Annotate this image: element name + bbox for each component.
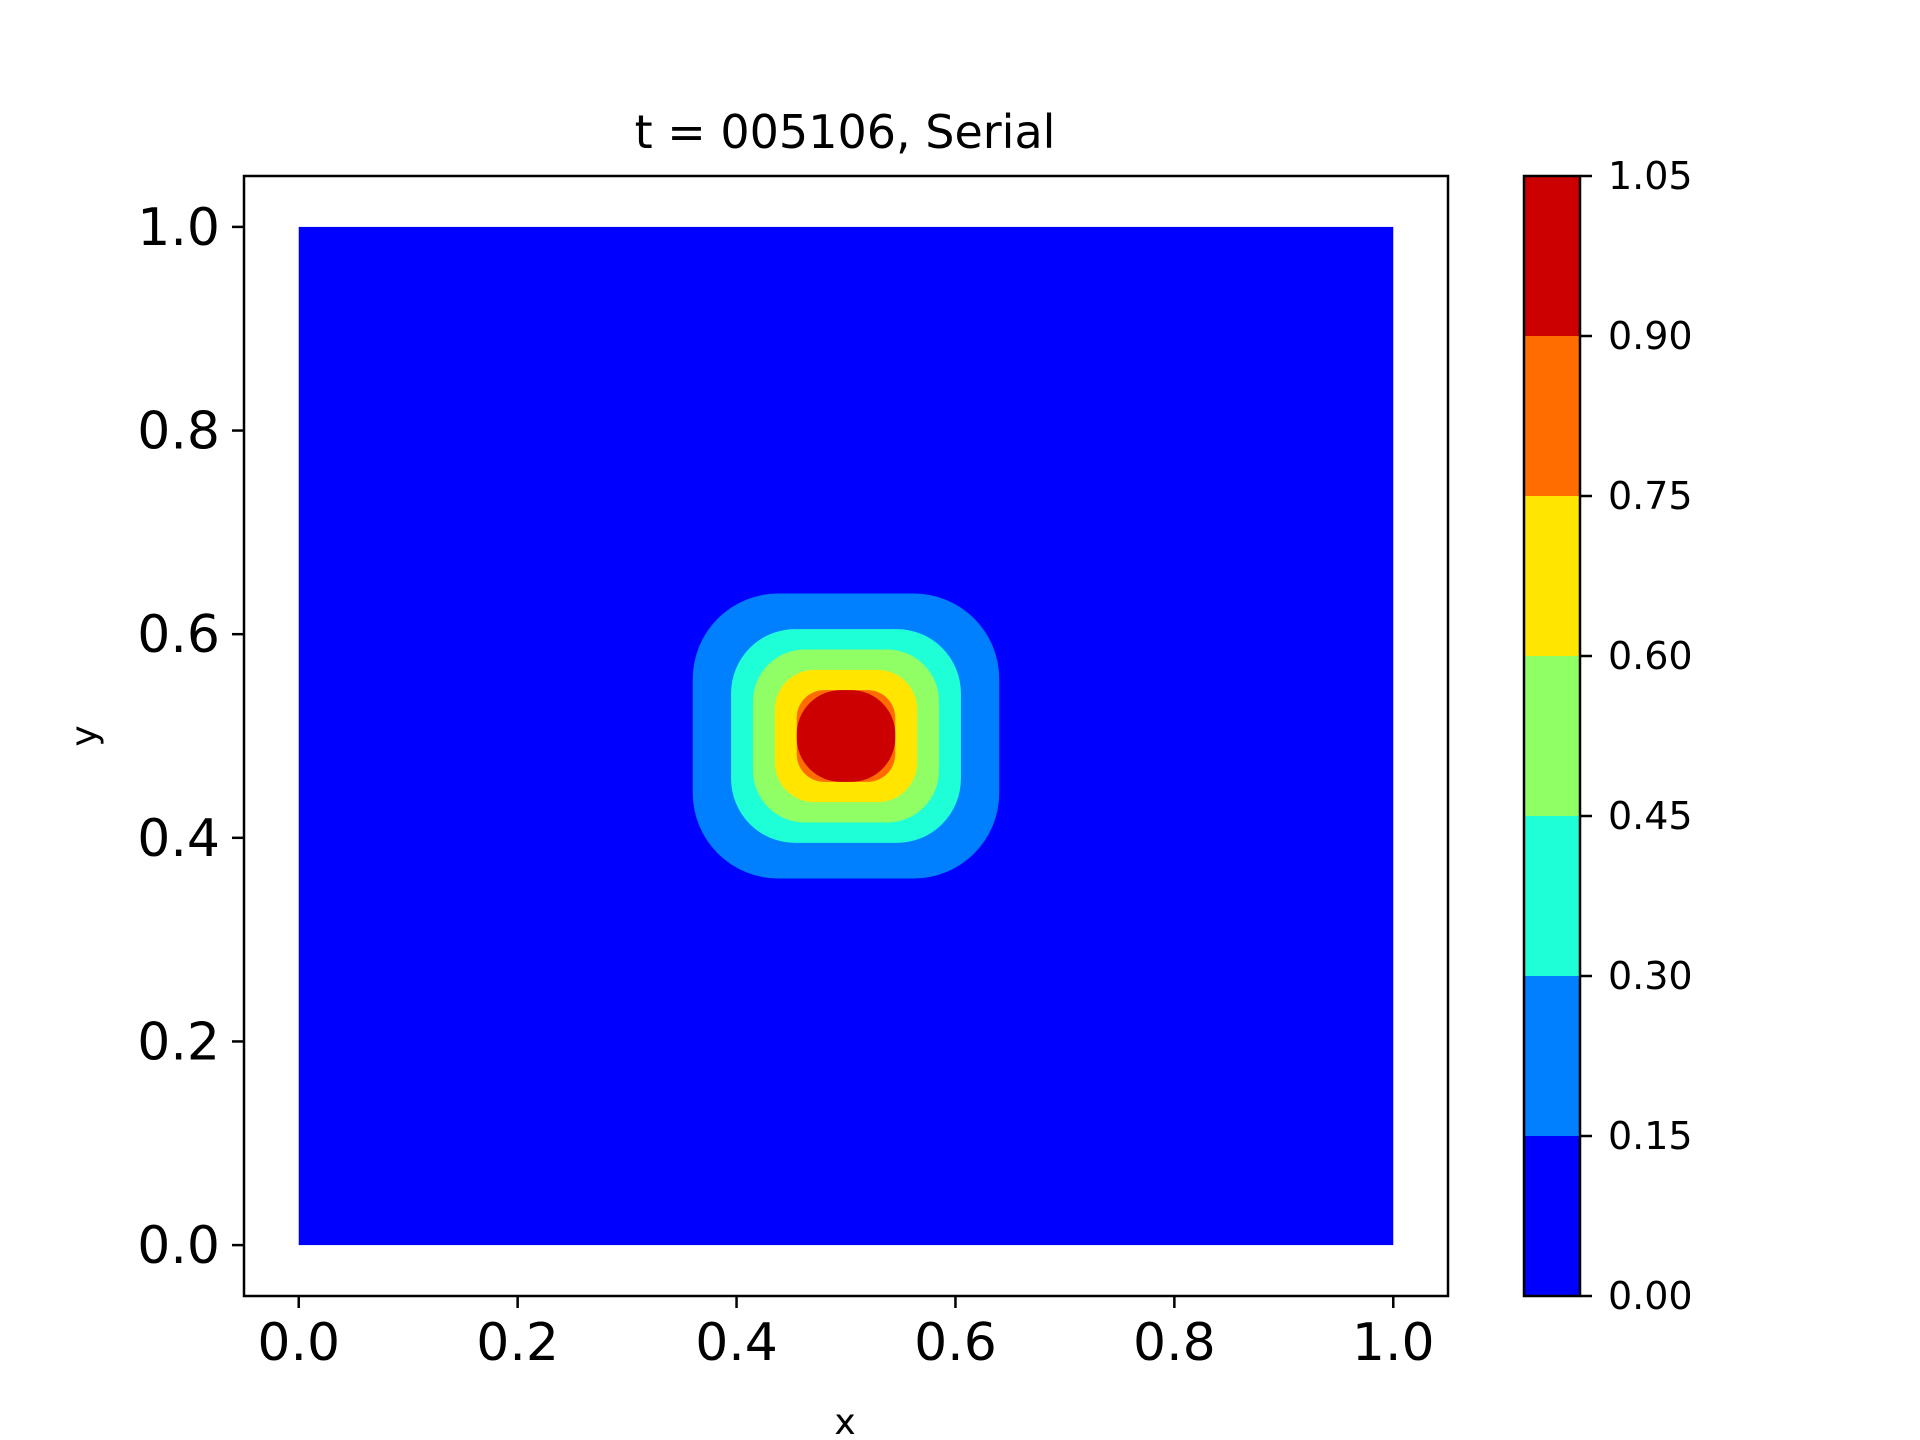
contour-band-0-9 — [796, 690, 896, 782]
y-tick-label: 0.4 — [137, 809, 220, 869]
x-tick-label: 0.8 — [1133, 1313, 1216, 1373]
colorbar-band — [1524, 1136, 1580, 1296]
x-tick-label: 1.0 — [1352, 1313, 1435, 1373]
y-tick-label: 1.0 — [137, 198, 220, 258]
colorbar-band — [1524, 656, 1580, 816]
y-axis: 0.0 0.2 0.4 0.6 0.8 1.0 — [137, 198, 244, 1276]
colorbar-tick-label: 0.60 — [1608, 634, 1693, 678]
x-tick-label: 0.2 — [476, 1313, 559, 1373]
colorbar-band — [1524, 976, 1580, 1136]
axes-frame — [242, 174, 1450, 1298]
colorbar-tick-label: 0.15 — [1608, 1114, 1693, 1158]
y-tick-label: 0.6 — [137, 605, 220, 665]
x-tick-label: 0.0 — [257, 1313, 340, 1373]
colorbar-band — [1524, 336, 1580, 496]
x-axis: 0.0 0.2 0.4 0.6 0.8 1.0 — [257, 1296, 1435, 1373]
x-tick-label: 0.6 — [914, 1313, 997, 1373]
colorbar-tick-label: 0.45 — [1608, 794, 1693, 838]
y-tick-label: 0.2 — [137, 1012, 220, 1072]
y-axis-label: y — [64, 725, 105, 746]
colorbar-tick-label: 0.30 — [1608, 954, 1693, 998]
x-tick-label: 0.4 — [695, 1313, 778, 1373]
contour-layer — [692, 593, 1000, 879]
colorbar-band — [1524, 176, 1580, 336]
colorbar-tick-label: 0.90 — [1608, 314, 1693, 358]
colorbar-band — [1524, 496, 1580, 656]
x-axis-label: x — [834, 1402, 855, 1440]
y-tick-label: 0.0 — [137, 1216, 220, 1276]
colorbar-band — [1524, 816, 1580, 976]
colorbar-frame — [1522, 174, 1582, 1298]
colorbar: 0.00 0.15 0.30 0.45 0.60 0.75 0.90 1.05 — [1522, 154, 1693, 1318]
colorbar-tick-label: 0.00 — [1608, 1274, 1693, 1318]
chart-title: t = 005106, Serial — [635, 105, 1056, 159]
colorbar-tick-label: 0.75 — [1608, 474, 1693, 518]
colorbar-tick-label: 1.05 — [1608, 154, 1693, 198]
y-tick-label: 0.8 — [137, 402, 220, 462]
